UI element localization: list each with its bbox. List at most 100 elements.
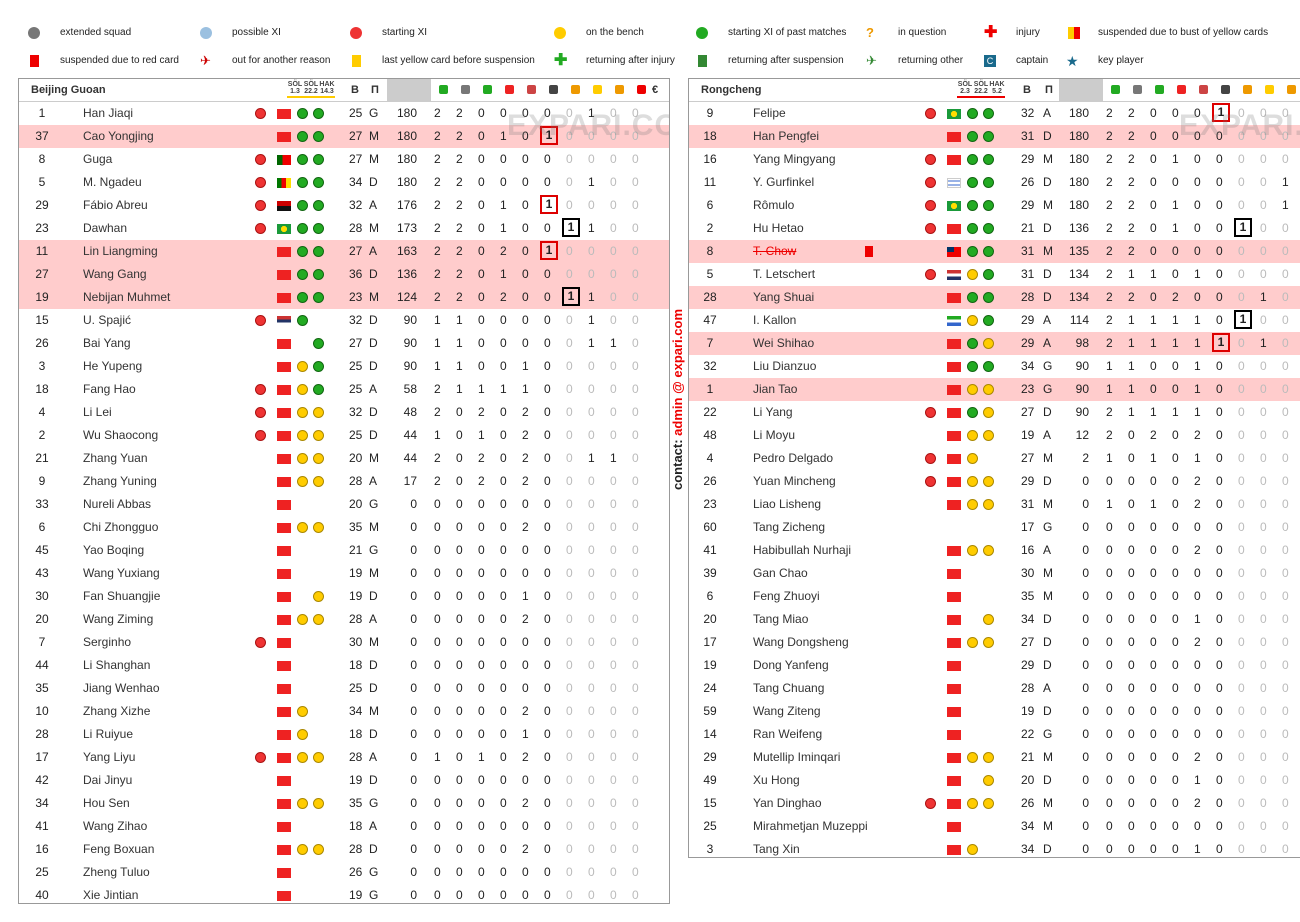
player-row[interactable]: 41 Wang Zihao 18 A 0 0 0 0 0 0 0 0 0 0 0 bbox=[19, 815, 669, 838]
player-row[interactable]: 23 Dawhan 28 M 173 2 2 0 1 0 0 1 1 0 0 bbox=[19, 217, 669, 240]
player-row[interactable]: 8T. Chow31M1352200000000 bbox=[689, 240, 1300, 263]
player-row[interactable]: 29 Fábio Abreu 32 A 176 2 2 0 1 0 1 0 0 0 0 bbox=[19, 194, 669, 217]
player-name[interactable]: Y. Gurfinkel bbox=[753, 175, 815, 189]
player-name[interactable]: Serginho bbox=[83, 635, 132, 649]
player-name[interactable]: Jiang Wenhao bbox=[83, 681, 160, 695]
player-name[interactable]: Li Yang bbox=[753, 405, 793, 419]
player-name[interactable]: Wang Yuxiang bbox=[83, 566, 160, 580]
player-name[interactable]: Lin Liangming bbox=[83, 244, 158, 258]
player-name[interactable]: Nureli Abbas bbox=[83, 497, 152, 511]
player-name[interactable]: Dong Yanfeng bbox=[753, 658, 829, 672]
player-name[interactable]: Ran Weifeng bbox=[753, 727, 823, 741]
player-name[interactable]: Dai Jinyu bbox=[83, 773, 133, 787]
player-name[interactable]: Tang Miao bbox=[753, 612, 809, 626]
player-name[interactable]: Han Pengfei bbox=[753, 129, 820, 143]
player-row[interactable]: 8 Guga 27 M 180 2 2 0 0 0 0 0 0 0 0 bbox=[19, 148, 669, 171]
player-name[interactable]: Wang Zihao bbox=[83, 819, 148, 833]
player-name[interactable]: U. Spajić bbox=[83, 313, 132, 327]
player-row[interactable]: 19 Nebijan Muhmet 23 M 124 2 2 0 2 0 0 1 1 0 0 bbox=[19, 286, 669, 309]
player-name[interactable]: Li Lei bbox=[83, 405, 112, 419]
player-name[interactable]: Gan Chao bbox=[753, 566, 808, 580]
player-name[interactable]: Feng Zhuoyi bbox=[753, 589, 820, 603]
player-row[interactable]: 28 Li Ruiyue 18 D 0 0 0 0 0 1 0 0 0 0 0 bbox=[19, 723, 669, 746]
player-name[interactable]: Zhang Xizhe bbox=[83, 704, 151, 718]
player-name[interactable]: Tang Zicheng bbox=[753, 520, 826, 534]
player-row[interactable]: 15 U. Spajić 32 D 90 1 1 0 0 0 0 0 1 0 0 bbox=[19, 309, 669, 332]
player-row[interactable]: 5T. Letschert31D1342110100000 bbox=[689, 263, 1300, 286]
player-row[interactable]: 43 Wang Yuxiang 19 M 0 0 0 0 0 0 0 0 0 0 0 bbox=[19, 562, 669, 585]
player-name[interactable]: Mutellip Iminqari bbox=[753, 750, 841, 764]
player-name[interactable]: Xu Hong bbox=[753, 773, 800, 787]
player-name[interactable]: Li Ruiyue bbox=[83, 727, 134, 741]
player-row[interactable]: 11Y. Gurfinkel26D1802200000010 bbox=[689, 171, 1300, 194]
player-name[interactable]: Yang Mingyang bbox=[753, 152, 836, 166]
player-name[interactable]: Liu Dianzuo bbox=[753, 359, 817, 373]
player-name[interactable]: I. Kallon bbox=[753, 313, 797, 327]
player-row[interactable]: 1 Han Jiaqi 25 G 180 2 2 0 0 0 0 0 1 0 0 bbox=[19, 102, 669, 125]
player-row[interactable]: 4 Li Lei 32 D 48 2 0 2 0 2 0 0 0 0 0 bbox=[19, 401, 669, 424]
player-name[interactable]: Tang Chuang bbox=[753, 681, 825, 695]
player-row[interactable]: 2Hu Hetao21D1362201001000 bbox=[689, 217, 1300, 240]
player-name[interactable]: Fang Hao bbox=[83, 382, 136, 396]
player-row[interactable]: 2 Wu Shaocong 25 D 44 1 0 1 0 2 0 0 0 0 0 bbox=[19, 424, 669, 447]
player-row[interactable]: 45 Yao Boqing 21 G 0 0 0 0 0 0 0 0 0 0 0 bbox=[19, 539, 669, 562]
player-name[interactable]: Fan Shuangjie bbox=[83, 589, 161, 603]
player-row[interactable]: 11 Lin Liangming 27 A 163 2 2 0 2 0 1 0 0 0 0 bbox=[19, 240, 669, 263]
player-name[interactable]: Mirahmetjan Muzeppi bbox=[753, 819, 868, 833]
player-row[interactable]: 27 Wang Gang 36 D 136 2 2 0 1 0 0 0 0 0 0 bbox=[19, 263, 669, 286]
player-row[interactable]: 6Rômulo29M1802201000010 bbox=[689, 194, 1300, 217]
player-row[interactable]: 9 Zhang Yuning 28 A 17 2 0 2 0 2 0 0 0 0 0 bbox=[19, 470, 669, 493]
player-name[interactable]: Liao Lisheng bbox=[753, 497, 822, 511]
player-name[interactable]: Li Shanghan bbox=[83, 658, 151, 672]
player-name[interactable]: Yao Boqing bbox=[83, 543, 145, 557]
player-row[interactable]: 20 Wang Ziming 28 A 0 0 0 0 0 2 0 0 0 0 0 bbox=[19, 608, 669, 631]
player-name[interactable]: Zhang Yuan bbox=[83, 451, 148, 465]
player-name[interactable]: Jian Tao bbox=[753, 382, 798, 396]
player-row[interactable]: 17 Yang Liyu 28 A 0 1 0 1 0 2 0 0 0 0 0 bbox=[19, 746, 669, 769]
player-name[interactable]: Zhang Yuning bbox=[83, 474, 157, 488]
player-row[interactable]: 30 Fan Shuangjie 19 D 0 0 0 0 0 1 0 0 0 0 0 bbox=[19, 585, 669, 608]
player-name[interactable]: Pedro Delgado bbox=[753, 451, 834, 465]
player-name[interactable]: Cao Yongjing bbox=[83, 129, 154, 143]
player-name[interactable]: Bai Yang bbox=[83, 336, 131, 350]
player-name[interactable]: Zheng Tuluo bbox=[83, 865, 150, 879]
player-name[interactable]: Li Moyu bbox=[753, 428, 796, 442]
player-name[interactable]: Nebijan Muhmet bbox=[83, 290, 171, 304]
player-row[interactable]: 9Felipe32A1802200010000 bbox=[689, 102, 1300, 125]
player-name[interactable]: Wang Ziteng bbox=[753, 704, 821, 718]
player-row[interactable]: 25 Zheng Tuluo 26 G 0 0 0 0 0 0 0 0 0 0 0 bbox=[19, 861, 669, 884]
player-row[interactable]: 7 Serginho 30 M 0 0 0 0 0 0 0 0 0 0 0 bbox=[19, 631, 669, 654]
player-row[interactable]: 18 Fang Hao 25 A 58 2 1 1 1 1 0 0 0 0 0 bbox=[19, 378, 669, 401]
player-name[interactable]: Felipe bbox=[753, 106, 786, 120]
player-name[interactable]: Wang Gang bbox=[83, 267, 147, 281]
player-row[interactable]: 34 Hou Sen 35 G 0 0 0 0 0 2 0 0 0 0 0 bbox=[19, 792, 669, 815]
player-row[interactable]: 26 Bai Yang 27 D 90 1 1 0 0 0 0 0 1 1 0 bbox=[19, 332, 669, 355]
player-row[interactable]: 3 He Yupeng 25 D 90 1 1 0 0 1 0 0 0 0 0 bbox=[19, 355, 669, 378]
player-name[interactable]: Habibullah Nurhaji bbox=[753, 543, 852, 557]
player-row[interactable]: 16 Feng Boxuan 28 D 0 0 0 0 0 2 0 0 0 0 0 bbox=[19, 838, 669, 861]
player-name[interactable]: Dawhan bbox=[83, 221, 128, 235]
player-name[interactable]: Xie Jintian bbox=[83, 888, 139, 902]
player-row[interactable]: 44 Li Shanghan 18 D 0 0 0 0 0 0 0 0 0 0 0 bbox=[19, 654, 669, 677]
